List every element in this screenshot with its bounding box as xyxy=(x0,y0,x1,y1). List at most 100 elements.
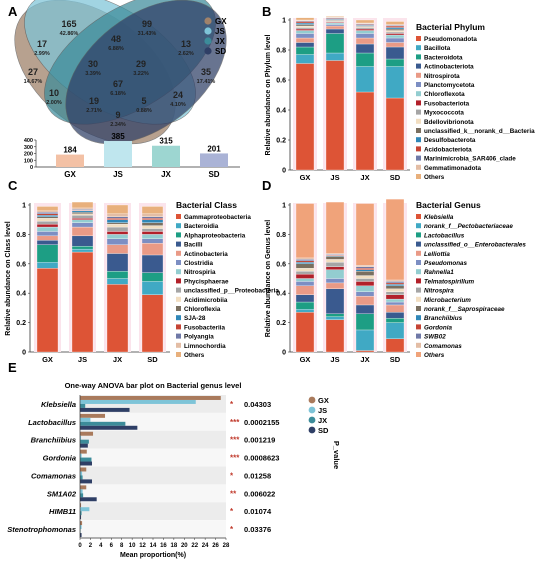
legend-label: unclassified_o__Enterobacterales xyxy=(424,242,526,249)
x-tick-label: 26 xyxy=(212,543,219,549)
anova-bar xyxy=(80,507,90,512)
x-tick-label: GX xyxy=(300,173,311,182)
x-tick-label: 6 xyxy=(110,543,114,549)
venn-region-pct: 14.67% xyxy=(24,79,43,85)
legend-label: Pseudomonas xyxy=(424,260,468,267)
row-band xyxy=(80,502,226,521)
legend-title: Bacterial Genus xyxy=(416,200,481,210)
phylum-stacked-bar-chart: Relative abundance on Phylum level 0 0.2 0.… xyxy=(265,16,535,182)
stacked-bar-segment xyxy=(141,222,164,226)
category-label: Klebsiella xyxy=(41,400,76,409)
anova-bar xyxy=(80,515,82,520)
stacked-bar-segment xyxy=(385,33,405,36)
legend-label: Others xyxy=(424,352,445,359)
stacked-bar-segment xyxy=(106,213,129,217)
legend-label: Telmatospirillum xyxy=(424,278,475,285)
stacked-bar-segment xyxy=(141,206,164,214)
stacked-bar-segment xyxy=(295,63,315,171)
stacked-bar-segment xyxy=(141,238,164,244)
legend-swatch xyxy=(176,241,181,247)
p-value: 0.0008623 xyxy=(244,454,279,463)
row-band xyxy=(80,484,226,503)
stacked-bar-segment xyxy=(295,17,315,21)
stacked-bar-segment xyxy=(355,43,375,54)
axis-tick-label: 200 xyxy=(24,152,33,158)
x-tick-label: 20 xyxy=(181,543,188,549)
venn-region-count: 24 xyxy=(173,90,183,100)
venn-region-count: 99 xyxy=(142,19,152,29)
legend-label: unclassified_p__Proteobacteria xyxy=(184,288,279,295)
stacked-bar-segment xyxy=(385,288,405,292)
stacked-bar-segment xyxy=(325,33,345,54)
legend-label: Gemmatimonadota xyxy=(424,165,482,172)
stacked-bar-segment xyxy=(36,221,59,225)
legend-swatch xyxy=(416,36,421,41)
stacked-bar-segment xyxy=(355,33,375,39)
venn-region-count: 35 xyxy=(201,67,211,77)
legend-label: GX xyxy=(215,17,227,26)
legend-swatch xyxy=(416,352,421,357)
stacked-bar-segment xyxy=(385,318,405,323)
legend-marker xyxy=(204,17,212,25)
legend-label: Alphaproteobacteria xyxy=(184,232,246,239)
x-tick-label: SD xyxy=(390,173,401,182)
stacked-bar-segment xyxy=(385,97,405,171)
legend-swatch xyxy=(416,232,421,238)
legend-label: Gordonia xyxy=(424,324,452,331)
p-value-axis-label: P_value xyxy=(332,441,341,469)
x-tick-label: SD xyxy=(147,355,158,364)
x-tick-label: JX xyxy=(360,355,369,364)
y-tick-label: 0.4 xyxy=(276,291,286,298)
legend-label: Nitrospira xyxy=(424,288,454,295)
anova-bar xyxy=(80,533,82,537)
stacked-bar-segment xyxy=(36,226,59,232)
stacked-bar-segment xyxy=(36,268,59,353)
stacked-bar-segment xyxy=(36,235,59,241)
stacked-bar-segment xyxy=(106,234,129,239)
stacked-bar-segment xyxy=(325,282,345,289)
significance-stars: *** xyxy=(230,418,240,427)
legend-marker xyxy=(204,27,212,35)
legend-label: Microbacterium xyxy=(424,297,471,304)
y-tick-label: 0.8 xyxy=(276,48,286,55)
axis-tick-label: 300 xyxy=(24,145,33,151)
row-band xyxy=(80,520,226,538)
legend-swatch xyxy=(416,342,421,348)
stacked-bar-segment xyxy=(295,257,315,260)
stacked-bar-segment xyxy=(385,291,405,295)
stacked-bar-segment xyxy=(325,22,345,25)
anova-bar xyxy=(80,431,94,436)
venn-region-count: 29 xyxy=(136,59,146,69)
stacked-bar-segment xyxy=(385,312,405,319)
venn-region-pct: 4.10% xyxy=(170,102,186,108)
stacked-bar-segment xyxy=(295,260,315,263)
anova-bar xyxy=(80,435,82,440)
legend-label: Nitrospiria xyxy=(184,269,216,276)
legend-label: Phycisphaerae xyxy=(184,278,229,285)
venn-region-count: 5 xyxy=(141,96,146,106)
anova-bar xyxy=(80,457,92,462)
axis-tick-label: 400 xyxy=(24,138,33,144)
venn-region-count: 13 xyxy=(181,39,191,49)
total-bar xyxy=(152,145,180,167)
stacked-bar-segment xyxy=(385,21,405,25)
x-tick-label: 28 xyxy=(223,543,230,549)
stacked-bar-segment xyxy=(71,248,94,253)
stacked-bar-segment xyxy=(385,66,405,99)
anova-bar xyxy=(80,493,84,498)
stacked-bar-segment xyxy=(295,273,315,279)
legend-swatch xyxy=(416,118,421,124)
x-tick-label: JS xyxy=(330,355,339,364)
y-tick-label: 0.6 xyxy=(276,261,286,268)
anova-bar xyxy=(80,489,83,494)
stacked-bar-segment xyxy=(295,42,315,48)
chart-title: One-way ANOVA bar plot on Bacterial genu… xyxy=(65,381,242,390)
stacked-bar-segment xyxy=(295,22,315,25)
stacked-bar-segment xyxy=(355,350,375,353)
y-tick-label: 0.2 xyxy=(276,320,286,327)
stacked-bar-segment xyxy=(325,25,345,30)
legend-label: unclassified_k__norank_d__Bacteria xyxy=(424,128,535,135)
stacked-bar-segment xyxy=(355,203,375,266)
stacked-bar-segment xyxy=(36,210,59,213)
